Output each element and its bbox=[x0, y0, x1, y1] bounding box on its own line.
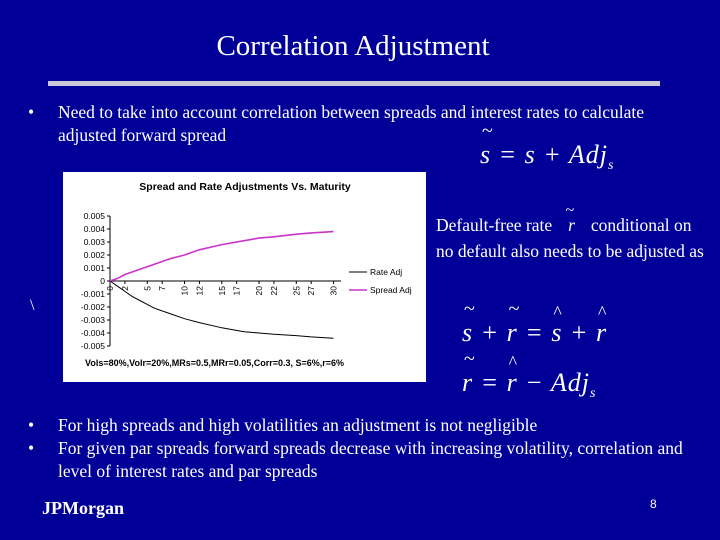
y-tick-label: 0.005 bbox=[84, 211, 106, 221]
y-axis: 0.005 0.004 0.003 0.002 0.001 0 -0.001 -0.002 -0… bbox=[81, 211, 111, 351]
x-tick-label: 22 bbox=[269, 286, 279, 296]
y-tick-label: 0.004 bbox=[84, 224, 106, 234]
x-tick-label: 2 bbox=[120, 286, 130, 291]
x-tick-label: 12 bbox=[194, 286, 204, 296]
y-tick-label: -0.003 bbox=[81, 315, 105, 325]
title-divider bbox=[48, 81, 660, 86]
eq2-equals: = bbox=[525, 318, 544, 347]
x-tick-label: 7 bbox=[157, 286, 167, 291]
y-tick-label: -0.002 bbox=[81, 302, 105, 312]
x-tick-label: 30 bbox=[329, 286, 339, 296]
x-tick-label: 20 bbox=[254, 286, 264, 296]
y-tick-label: 0.003 bbox=[84, 237, 106, 247]
legend-rate-label: Rate Adj bbox=[370, 267, 402, 277]
side-explanation: Default-free rate r conditional on no de… bbox=[436, 198, 711, 264]
y-tick-label: 0 bbox=[100, 276, 105, 286]
bullet-list-bottom: • For high spreads and high volatilities… bbox=[26, 414, 686, 483]
eq1-adj: Adj bbox=[568, 140, 608, 169]
eq3-lhs: r bbox=[462, 348, 476, 398]
slide-title: Correlation Adjustment bbox=[216, 30, 490, 62]
side-text-after: conditional on no default also needs to … bbox=[436, 215, 704, 261]
bullet-item: • For given par spreads forward spreads … bbox=[26, 437, 686, 483]
eq3-r-hat: r bbox=[507, 352, 519, 398]
eq2-s-hat: s bbox=[551, 302, 563, 348]
bullet-list-top: • Need to take into account correlation … bbox=[26, 101, 686, 147]
x-tick-label: 17 bbox=[232, 286, 242, 296]
y-tick-label: -0.001 bbox=[81, 289, 105, 299]
bullet-item: • Need to take into account correlation … bbox=[26, 101, 686, 147]
page-number: 8 bbox=[650, 497, 657, 511]
bullet-dot-icon: • bbox=[28, 438, 35, 458]
eq1-s: s bbox=[524, 140, 536, 169]
y-tick-label: 0.002 bbox=[84, 250, 106, 260]
x-tick-label: 10 bbox=[180, 286, 190, 296]
equation-adjusted-spread: s = s + Adjs bbox=[480, 120, 615, 174]
bullet-text: For high spreads and high volatilities a… bbox=[58, 415, 538, 435]
chart-panel: Spread and Rate Adjustments Vs. Maturity… bbox=[63, 172, 426, 382]
eq2-r-tilde: r bbox=[507, 298, 521, 348]
legend-spread-label: Spread Adj bbox=[370, 285, 412, 295]
bullet-text: Need to take into account correlation be… bbox=[58, 102, 644, 145]
x-tick-label: 25 bbox=[291, 286, 301, 296]
eq1-lhs: s bbox=[480, 120, 494, 170]
eq3-adj: Adj bbox=[550, 368, 590, 397]
chart-legend: Rate Adj Spread Adj bbox=[349, 267, 412, 295]
side-text-symbol: r bbox=[556, 198, 586, 238]
eq2-s-tilde: s bbox=[462, 298, 476, 348]
adjustment-chart: Spread and Rate Adjustments Vs. Maturity… bbox=[81, 181, 412, 368]
eq1-sub: s bbox=[607, 158, 615, 173]
bullet-dot-icon: • bbox=[28, 415, 35, 435]
bullet-text: For given par spreads forward spreads de… bbox=[58, 438, 683, 481]
eq1-plus: + bbox=[543, 140, 562, 169]
eq1-equals: = bbox=[498, 140, 518, 169]
chart-title: Spread and Rate Adjustments Vs. Maturity bbox=[139, 181, 351, 193]
eq2-plus-2: + bbox=[569, 318, 589, 347]
y-tick-label: -0.005 bbox=[81, 341, 105, 351]
bullet-dot-icon: • bbox=[28, 102, 35, 122]
rate-adj-line bbox=[109, 280, 334, 339]
y-tick-label: -0.004 bbox=[81, 328, 105, 338]
equation-rate: r = r − Adjs bbox=[462, 348, 597, 402]
x-tick-label: 0 bbox=[105, 286, 115, 291]
series-lines bbox=[109, 230, 334, 339]
x-tick-label: 15 bbox=[217, 286, 227, 296]
x-tick-label: 27 bbox=[306, 286, 316, 296]
chart-subtitle: Vols=80%,Volr=20%,MRs=0.5,MRr=0.05,Corr=… bbox=[85, 358, 344, 368]
bullet-item: • For high spreads and high volatilities… bbox=[26, 414, 686, 437]
company-logo: JPMorgan bbox=[42, 498, 124, 518]
x-tick-label: 5 bbox=[142, 286, 152, 291]
eq2-r-hat: r bbox=[596, 302, 608, 348]
spread-adj-line bbox=[109, 230, 334, 282]
y-tick-label: 0.001 bbox=[84, 263, 106, 273]
side-text-before: Default-free rate bbox=[436, 215, 553, 235]
x-axis: 0 2 5 7 10 12 15 17 20 22 25 27 30 bbox=[105, 280, 341, 296]
eq2-plus-1: + bbox=[480, 318, 500, 347]
eq3-minus: − bbox=[525, 368, 544, 397]
stray-backslash: \ bbox=[30, 297, 35, 314]
eq3-equals: = bbox=[480, 368, 500, 397]
eq3-sub: s bbox=[589, 386, 597, 401]
equation-sum: s + r = s + r bbox=[462, 298, 608, 348]
